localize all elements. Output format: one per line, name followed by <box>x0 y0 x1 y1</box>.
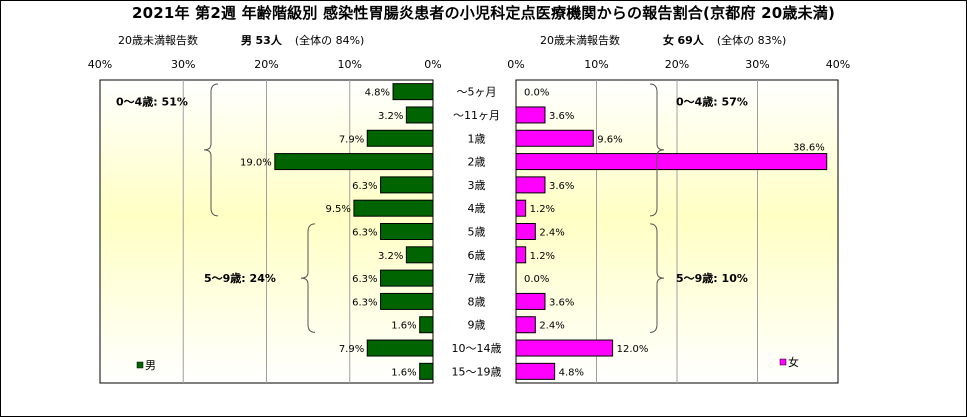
left-header: 20歳未満報告数 男 53人 (全体の 84%) <box>118 32 364 48</box>
right-tick-label: 40% <box>826 58 850 71</box>
left-header-count: 53人 <box>255 34 282 47</box>
left-group-label-0-4: 0〜4歳: 51% <box>116 95 188 109</box>
female-bar <box>515 223 536 240</box>
male-bar <box>405 246 434 264</box>
female-bar <box>515 339 614 357</box>
female-data-label: 12.0% <box>617 344 649 355</box>
female-bar <box>515 362 556 380</box>
male-data-label: 7.9% <box>339 134 364 145</box>
female-data-label: 2.4% <box>539 228 564 239</box>
male-bar <box>405 106 434 124</box>
right-tick-label: 20% <box>665 58 689 71</box>
left-header-share: 84%) <box>335 34 365 47</box>
female-data-label: 3.6% <box>549 181 574 192</box>
right-brace-0-4 <box>649 83 665 217</box>
left-brace-5-9 <box>300 223 316 333</box>
left-header-share-label: (全体の <box>294 34 333 47</box>
right-tick-label: 0% <box>507 58 524 71</box>
left-tick-label: 40% <box>88 58 112 71</box>
male-bar <box>366 339 434 357</box>
category-label: 4歳 <box>468 202 486 215</box>
right-header: 20歳未満報告数 女 69人 (全体の 83%) <box>540 32 786 48</box>
right-header-count: 69人 <box>677 34 704 47</box>
category-label: 15〜19歳 <box>452 365 502 378</box>
female-data-label: 9.6% <box>597 134 622 145</box>
left-header-sex: 男 <box>241 34 252 47</box>
male-data-label: 9.5% <box>326 204 351 215</box>
male-bar <box>419 362 434 380</box>
female-data-label: 0.0% <box>524 88 549 99</box>
female-bar <box>515 153 828 171</box>
female-data-label: 38.6% <box>793 143 825 154</box>
female-legend-swatch <box>779 358 787 366</box>
male-data-label: 1.6% <box>391 321 416 332</box>
male-data-label: 1.6% <box>391 367 416 378</box>
male-bar <box>353 199 434 217</box>
male-data-label: 7.9% <box>339 344 364 355</box>
right-header-sex: 女 <box>663 34 674 47</box>
male-legend-swatch <box>136 361 144 369</box>
category-label: 1歳 <box>468 132 486 145</box>
female-bar <box>515 199 527 217</box>
category-label: 6歳 <box>468 249 486 262</box>
male-data-label: 3.2% <box>378 111 403 122</box>
left-tick-label: 0% <box>424 58 441 71</box>
male-bar <box>380 176 434 194</box>
female-data-label: 3.6% <box>549 111 574 122</box>
right-tick-label: 30% <box>745 58 769 71</box>
right-group-label-0-4: 0〜4歳: 57% <box>676 95 748 109</box>
male-bar <box>419 316 434 334</box>
male-bar <box>380 269 434 287</box>
left-tick-label: 30% <box>171 58 195 71</box>
left-brace-0-4 <box>203 83 219 217</box>
female-bar <box>515 316 536 334</box>
chart-title: 2021年 第2週 年齢階級別 感染性胃腸炎患者の小児科定点医療機関からの報告割… <box>131 4 836 22</box>
male-bar <box>380 223 434 240</box>
left-tick-label: 20% <box>254 58 278 71</box>
female-bar <box>515 292 546 310</box>
category-label: 3歳 <box>468 179 486 192</box>
female-data-label: 2.4% <box>539 321 564 332</box>
female-bar <box>515 246 527 264</box>
category-label: 〜11ヶ月 <box>453 109 500 122</box>
female-data-label: 4.8% <box>559 367 584 378</box>
male-data-label: 6.3% <box>352 181 377 192</box>
category-label: 10〜14歳 <box>452 342 502 355</box>
male-data-label: 6.3% <box>352 228 377 239</box>
right-group-label-5-9: 5〜9歳: 10% <box>676 271 748 285</box>
category-label: 7歳 <box>468 272 486 285</box>
female-data-label: 1.2% <box>530 251 555 262</box>
female-bar <box>515 106 546 124</box>
right-brace-5-9 <box>649 223 665 333</box>
right-header-share: 83%) <box>757 34 787 47</box>
left-group-label-5-9: 5〜9歳: 24% <box>204 271 276 285</box>
left-tick-label: 10% <box>338 58 362 71</box>
category-label: 2歳 <box>468 156 486 169</box>
male-bar <box>380 292 434 310</box>
right-header-share-label: (全体の <box>716 34 755 47</box>
male-bar <box>274 153 434 171</box>
male-bar <box>392 83 434 101</box>
female-bar <box>515 176 546 194</box>
right-tick-label: 10% <box>584 58 608 71</box>
female-bar <box>515 129 594 147</box>
male-data-label: 3.2% <box>378 251 403 262</box>
right-header-label: 20歳未満報告数 <box>540 34 620 47</box>
male-data-label: 19.0% <box>240 158 272 169</box>
male-data-label: 6.3% <box>352 274 377 285</box>
category-label: 8歳 <box>468 295 486 308</box>
female-data-label: 3.6% <box>549 297 574 308</box>
male-data-label: 4.8% <box>365 88 390 99</box>
female-data-label: 0.0% <box>524 274 549 285</box>
male-data-label: 6.3% <box>352 297 377 308</box>
male-bar <box>366 129 434 147</box>
female-data-label: 1.2% <box>530 204 555 215</box>
female-legend-label: 女 <box>788 355 799 369</box>
male-legend-label: 男 <box>145 359 156 372</box>
category-label: 9歳 <box>468 319 486 332</box>
category-label: 5歳 <box>468 226 486 239</box>
left-header-label: 20歳未満報告数 <box>118 34 198 47</box>
category-label: 〜5ヶ月 <box>457 86 497 99</box>
